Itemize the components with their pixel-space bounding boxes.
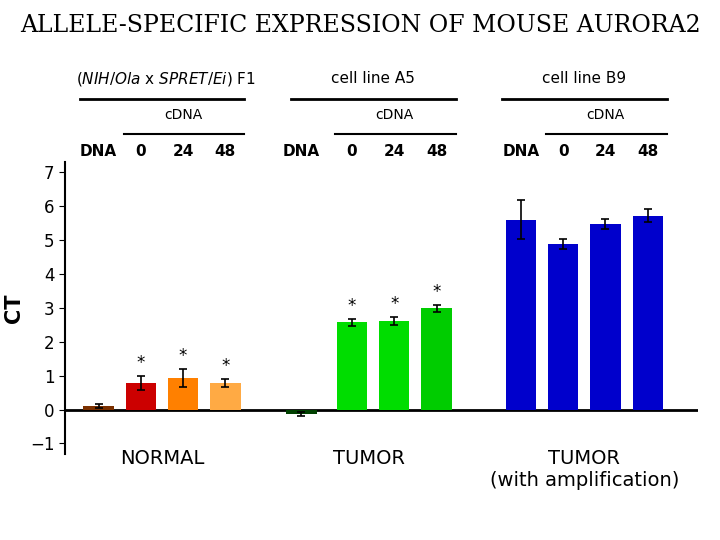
Bar (548, 244, 578, 409)
Text: 24: 24 (172, 144, 194, 159)
Bar (421, 308, 451, 409)
Text: cDNA: cDNA (375, 109, 413, 123)
Text: *: * (137, 354, 145, 372)
Bar (84, 406, 114, 409)
Text: *: * (390, 294, 398, 313)
Text: DNA: DNA (283, 144, 320, 159)
Text: *: * (348, 297, 356, 315)
Text: *: * (221, 356, 230, 375)
Text: TUMOR
(with amplification): TUMOR (with amplification) (490, 449, 679, 490)
Bar (337, 322, 367, 409)
Text: TUMOR: TUMOR (333, 449, 405, 468)
Text: DNA: DNA (80, 144, 117, 159)
Text: 0: 0 (135, 144, 146, 159)
Text: *: * (179, 347, 187, 365)
Text: DNA: DNA (503, 144, 539, 159)
Bar (590, 224, 621, 409)
Text: ALLELE-SPECIFIC EXPRESSION OF MOUSE AURORA2: ALLELE-SPECIFIC EXPRESSION OF MOUSE AURO… (19, 14, 701, 37)
Text: 24: 24 (595, 144, 616, 159)
Bar (286, 409, 317, 414)
Text: 24: 24 (384, 144, 405, 159)
Text: 48: 48 (215, 144, 236, 159)
Text: 48: 48 (637, 144, 658, 159)
Bar (632, 215, 663, 409)
Text: *: * (432, 283, 441, 301)
Bar (505, 220, 536, 409)
Text: cell line B9: cell line B9 (542, 71, 626, 86)
Bar (168, 379, 198, 409)
Y-axis label: CT: CT (4, 293, 24, 322)
Text: cell line A5: cell line A5 (331, 71, 415, 86)
Text: NORMAL: NORMAL (120, 449, 204, 468)
Text: cDNA: cDNA (164, 109, 202, 123)
Text: ($\it{NIH/Ola}$ x $\it{SPRET/Ei}$) F1: ($\it{NIH/Ola}$ x $\it{SPRET/Ei}$) F1 (76, 70, 256, 88)
Text: 48: 48 (426, 144, 447, 159)
Text: cDNA: cDNA (586, 109, 624, 123)
Text: 0: 0 (347, 144, 357, 159)
Text: 0: 0 (558, 144, 569, 159)
Bar (210, 383, 240, 409)
Bar (125, 383, 156, 409)
Bar (379, 321, 410, 409)
